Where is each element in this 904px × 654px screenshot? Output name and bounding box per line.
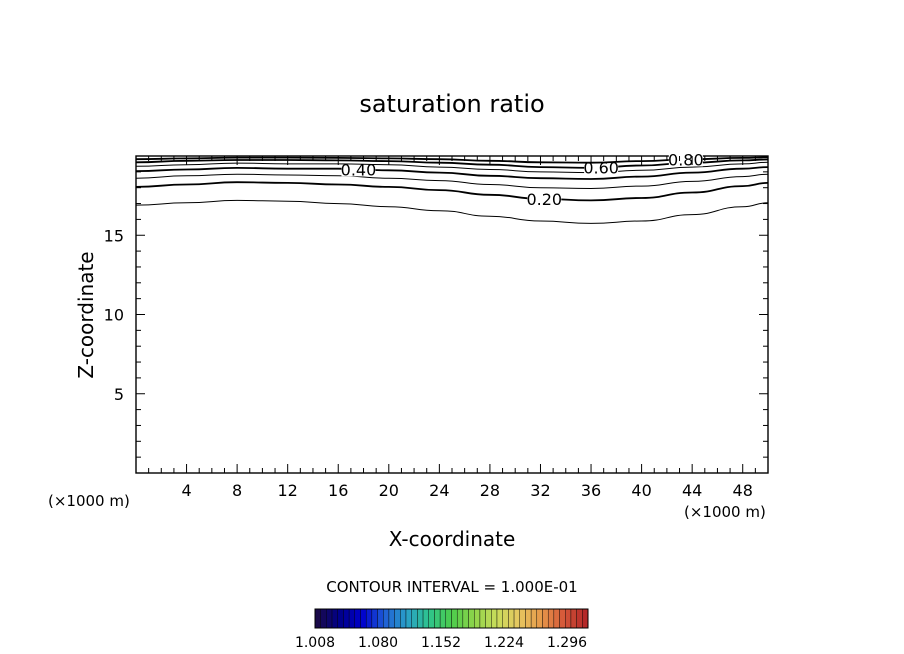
- colorbar-swatch: [365, 608, 373, 629]
- x-tick-label: 36: [581, 481, 601, 500]
- colorbar-swatch: [565, 608, 572, 629]
- colorbar-swatch: [519, 608, 526, 629]
- x-axis-label: X-coordinate: [389, 527, 516, 551]
- colorbar-frame: [314, 608, 589, 629]
- y-tick-label: 10: [104, 306, 124, 325]
- contour-line: [135, 166, 769, 180]
- contour-line: [135, 173, 769, 190]
- contour-label: 0.40: [341, 160, 377, 179]
- colorbar-swatch: [479, 608, 486, 629]
- colorbar-swatch: [400, 608, 407, 629]
- contour-line: [135, 199, 769, 224]
- colorbar-swatch: [468, 608, 475, 629]
- y-tick-label: 15: [104, 226, 124, 245]
- contour-label: 0.20: [526, 190, 562, 209]
- colorbar-swatch: [491, 608, 498, 629]
- colorbar-swatch: [496, 608, 503, 629]
- colorbar-swatch: [525, 608, 532, 629]
- colorbar-swatch: [348, 608, 356, 629]
- colorbar-tick-label: 1.008: [295, 635, 335, 651]
- colorbar-swatch: [439, 608, 447, 629]
- x-tick-label: 16: [328, 481, 348, 500]
- colorbar-swatch: [474, 608, 481, 629]
- colorbar-swatch: [354, 608, 361, 629]
- colorbar-swatch: [428, 608, 435, 629]
- colorbar-swatch: [383, 608, 390, 629]
- colorbar-tick-label: 1.296: [547, 635, 587, 651]
- colorbar-swatch: [422, 608, 429, 629]
- colorbar-swatch: [508, 608, 515, 629]
- colorbar-swatch: [337, 608, 344, 629]
- colorbar-swatch: [405, 608, 412, 629]
- y-axis-label: Z-coordinate: [74, 251, 98, 378]
- contour-interval-caption: CONTOUR INTERVAL = 1.000E-01: [326, 578, 577, 596]
- colorbar-swatch: [502, 608, 509, 629]
- colorbar-swatch: [485, 608, 492, 629]
- colorbar-swatch: [553, 608, 560, 629]
- colorbar-swatch: [377, 608, 384, 629]
- x-tick-label: 8: [232, 481, 242, 500]
- x-tick-label: 48: [733, 481, 753, 500]
- colorbar-swatch: [456, 608, 464, 629]
- contour-layer: 0.200.40 0.60 0.80: [135, 150, 769, 224]
- colorbar-tick-label: 1.080: [358, 635, 398, 651]
- contour-label-bg: [527, 190, 562, 206]
- contour-label-bg: [668, 151, 703, 167]
- colorbar-swatch: [434, 608, 441, 629]
- colorbar-swatch: [547, 608, 555, 629]
- colorbar-swatch: [536, 608, 543, 629]
- colorbar-tick-label: 1.224: [484, 635, 524, 651]
- y-tick-label: 5: [114, 385, 124, 404]
- x-tick-label: 24: [429, 481, 449, 500]
- x-tick-label: 4: [181, 481, 191, 500]
- colorbar-swatch: [331, 608, 338, 629]
- colorbar-swatch: [513, 608, 520, 629]
- colorbar-swatch: [360, 608, 367, 629]
- plot-frame: [135, 155, 769, 474]
- colorbar-swatch: [314, 608, 321, 629]
- colorbar-swatch: [343, 608, 350, 629]
- colorbar-swatch: [570, 608, 577, 629]
- colorbar-swatch: [320, 608, 327, 629]
- colorbar-swatch: [576, 608, 583, 629]
- x-unit-right: (×1000 m): [684, 503, 766, 521]
- chart-title: saturation ratio: [359, 90, 544, 118]
- colorbar-swatch: [371, 608, 378, 629]
- x-tick-label: 12: [278, 481, 298, 500]
- colorbar: 1.008 1.080 1.152 1.224 1.296: [295, 608, 589, 651]
- contour-label-bg: [341, 161, 376, 177]
- colorbar-tick-label: 1.152: [421, 635, 461, 651]
- colorbar-swatch: [530, 608, 538, 629]
- colorbar-swatch: [451, 608, 458, 629]
- colorbar-swatch: [326, 608, 333, 629]
- colorbar-swatch: [542, 608, 549, 629]
- colorbar-swatch: [462, 608, 469, 629]
- colorbar-swatch: [394, 608, 401, 629]
- colorbar-swatch: [388, 608, 395, 629]
- contour-line: [135, 161, 769, 174]
- colorbar-swatch: [445, 608, 452, 629]
- colorbar-swatch: [559, 608, 566, 629]
- x-tick-label: 20: [379, 481, 399, 500]
- x-tick-label: 28: [480, 481, 500, 500]
- colorbar-swatch: [411, 608, 418, 629]
- x-tick-label: 32: [530, 481, 550, 500]
- contour-label: 0.80: [668, 150, 704, 169]
- x-unit-left: (×1000 m): [48, 492, 130, 510]
- colorbar-swatch: [582, 608, 589, 629]
- x-tick-label: 44: [682, 481, 702, 500]
- contour-line: [135, 181, 769, 202]
- colorbar-swatch: [417, 608, 424, 629]
- x-tick-label: 40: [631, 481, 651, 500]
